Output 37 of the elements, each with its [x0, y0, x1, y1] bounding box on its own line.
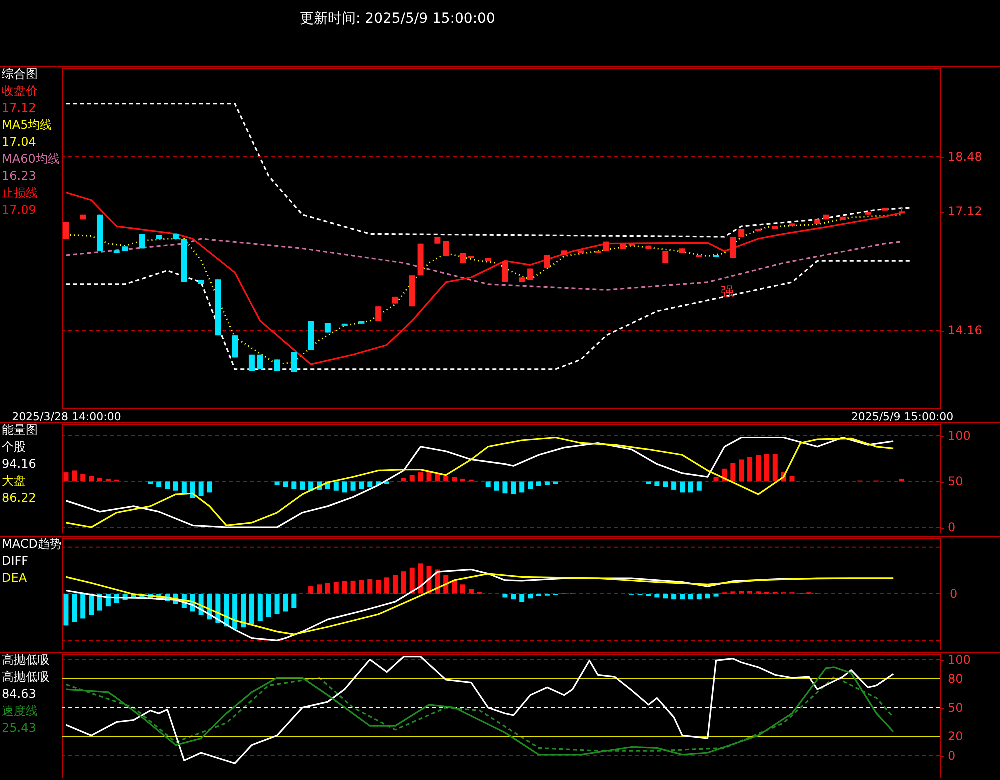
- chart-title: 能量图: [2, 422, 39, 439]
- text: 84.63: [2, 686, 38, 703]
- text: 高抛低吸: [2, 669, 51, 686]
- y-tick-label: 50: [948, 700, 964, 715]
- chart-subtitle: 更新时间: 2025/5/9 15:00:00: [300, 10, 496, 28]
- y-tick-label: 80: [948, 672, 964, 686]
- text: 17.12: [2, 100, 38, 117]
- text: 止损线: [2, 185, 39, 202]
- y-tick-label: 100: [948, 428, 971, 443]
- x-tick-label: 2025/3/28 14:00:00: [12, 410, 122, 424]
- y-tick-label: 50: [948, 474, 964, 489]
- text: 17.09: [2, 202, 38, 219]
- text: DIFF: [2, 553, 30, 570]
- text: 17.04: [2, 134, 38, 151]
- text: DEA: [2, 570, 28, 587]
- text: 94.16: [2, 456, 38, 473]
- y-tick-label: 17.12: [948, 204, 982, 219]
- y-tick-label: 20: [948, 730, 964, 744]
- text: 个股: [2, 439, 27, 456]
- x-tick-label: 2025/5/9 15:00:00: [851, 410, 954, 424]
- text: 大盘: [2, 473, 27, 490]
- text: 收盘价: [2, 83, 39, 100]
- text: 25.43: [2, 720, 38, 737]
- text: MA5均线: [2, 117, 54, 134]
- text: 16.23: [2, 168, 38, 185]
- text: 速度线: [2, 703, 39, 720]
- chart-title: MACD趋势: [2, 536, 62, 553]
- text: MA60均线: [2, 151, 60, 168]
- y-tick-label: 14.16: [948, 324, 982, 338]
- y-tick-label: 100: [948, 652, 971, 667]
- chart-title: 综合图: [2, 66, 39, 83]
- y-tick-label: 18.48: [948, 150, 982, 164]
- chart-title: 高抛低吸: [2, 652, 51, 669]
- text: 86.22: [2, 490, 38, 507]
- y-tick-label: 0: [948, 748, 956, 763]
- annotation: 强: [721, 285, 734, 300]
- y-tick-label: 0: [948, 520, 956, 535]
